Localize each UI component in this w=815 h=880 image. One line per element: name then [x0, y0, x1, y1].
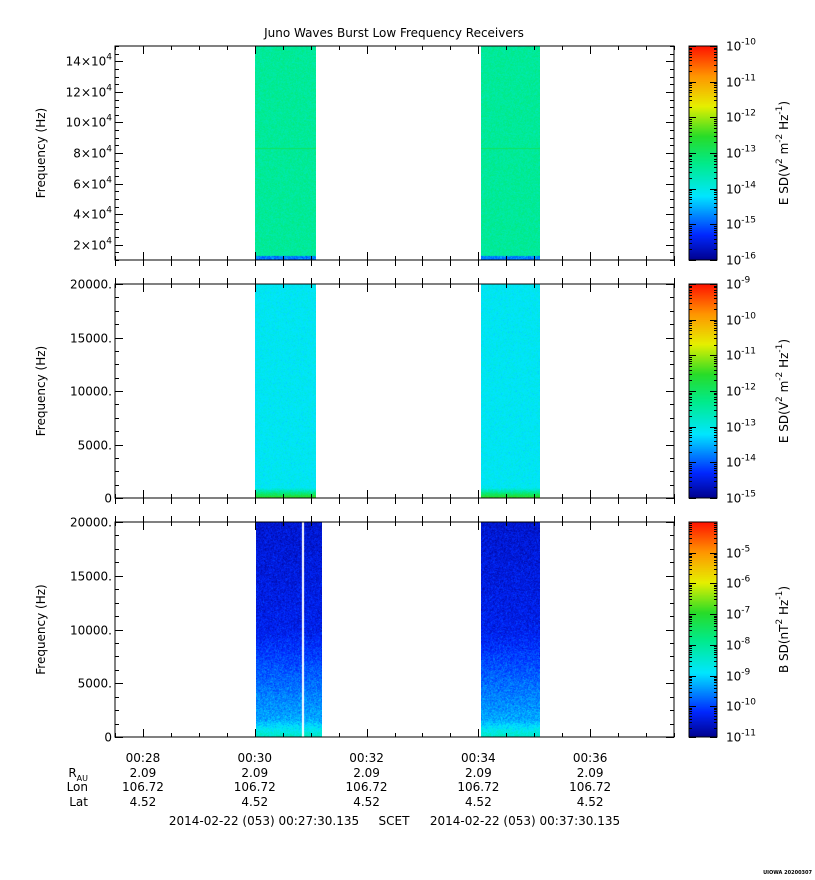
colorbar-tick-label: 10-13	[726, 145, 756, 161]
colorbar-label: B SD(nT2 Hz-1)	[775, 586, 791, 673]
ephemeris-r-value: 2.09	[130, 766, 157, 780]
data-block-2	[481, 284, 540, 498]
plot-area	[115, 522, 674, 737]
time-range-center: SCET	[379, 814, 411, 828]
data-block-1	[255, 284, 316, 498]
time-axis: 00:282.09106.724.5200:302.09106.724.5200…	[67, 751, 612, 809]
ephemeris-r-label: RAU	[68, 766, 88, 783]
colorbar-tick-label: 10-12	[726, 109, 756, 125]
panel-2: 0 5000. 10000. 15000. 20000. Frequency (Hz) 10…	[34, 276, 791, 506]
y-tick-label: 14×104	[66, 53, 113, 69]
colorbar-tick-label: 10-9	[726, 668, 751, 684]
y-tick-label: 15000.	[70, 332, 112, 346]
y-tick-label: 20000.	[70, 516, 112, 530]
y-tick-label: 0	[104, 492, 112, 506]
y-tick-label: 15000.	[70, 570, 112, 584]
colorbar-tick-label: 10-10	[726, 698, 756, 714]
y-tick-label: 5000.	[78, 677, 112, 691]
ephemeris-lat-value: 4.52	[130, 795, 157, 809]
y-axis-label: Frequency (Hz)	[34, 108, 48, 199]
plot-area	[115, 284, 674, 498]
ephemeris-lat-value: 4.52	[465, 795, 492, 809]
colorbar-tick-label: 10-16	[726, 252, 756, 268]
time-range-end: 2014-02-22 (053) 00:37:30.135	[430, 814, 620, 828]
colorbar-tick-label: 10-13	[726, 419, 756, 435]
data-block-2	[481, 522, 540, 737]
y-tick-label: 10000.	[70, 385, 112, 399]
data-block-1	[256, 522, 322, 737]
colorbar-frame	[688, 521, 718, 738]
colorbar-tick-label: 10-14	[726, 181, 756, 197]
ephemeris-lon-value: 106.72	[569, 780, 611, 794]
ephemeris-lat-value: 4.52	[353, 795, 380, 809]
x-tick-label: 00:28	[126, 751, 161, 765]
version-stamp: UIOWA 20200307	[763, 870, 812, 876]
colorbar-tick-label: 10-8	[726, 637, 751, 653]
y-tick-label: 12×104	[66, 84, 113, 100]
data-block-2	[481, 46, 540, 260]
colorbar-tick-label: 10-10	[726, 312, 756, 328]
colorbar-label: E SD(V2 m-2 Hz-1)	[775, 339, 791, 443]
y-tick-label: 6×104	[73, 176, 112, 192]
colorbar-tick-label: 10-11	[726, 729, 756, 745]
colorbar-tick-label: 10-11	[726, 347, 756, 363]
colorbar-tick-label: 10-15	[726, 490, 756, 506]
ephemeris-lon-label: Lon	[67, 780, 88, 794]
y-tick-label: 2×104	[73, 237, 112, 253]
colorbar-tick-label: 10-5	[726, 545, 750, 561]
y-tick-label: 5000.	[78, 439, 112, 453]
panel-3: 0 5000. 10000. 15000. 20000. Frequency (Hz) 10…	[34, 516, 791, 745]
colorbar-tick-label: 10-9	[726, 276, 751, 292]
x-tick-label: 00:32	[349, 751, 384, 765]
plot-area	[115, 46, 674, 260]
y-axis-label: Frequency (Hz)	[34, 346, 48, 437]
y-tick-label: 10000.	[70, 624, 112, 638]
colorbar-tick-label: 10-15	[726, 216, 756, 232]
ephemeris-r-value: 2.09	[465, 766, 492, 780]
ephemeris-lon-value: 106.72	[122, 780, 164, 794]
y-axis-label: Frequency (Hz)	[34, 584, 48, 675]
y-tick-label: 20000.	[70, 278, 112, 292]
colorbar	[689, 522, 717, 737]
plot-frame	[114, 521, 675, 738]
ephemeris-r-value: 2.09	[353, 766, 380, 780]
data-block-1	[255, 46, 316, 260]
ephemeris-r-value: 2.09	[241, 766, 268, 780]
x-tick-label: 00:36	[573, 751, 608, 765]
ephemeris-r-value: 2.09	[577, 766, 604, 780]
ephemeris-lat-value: 4.52	[577, 795, 604, 809]
chart-title: Juno Waves Burst Low Frequency Receivers	[263, 26, 524, 40]
ephemeris-lat-value: 4.52	[241, 795, 268, 809]
time-range-start: 2014-02-22 (053) 00:27:30.135	[169, 814, 359, 828]
colorbar-label: E SD(V2 m-2 Hz-1)	[775, 101, 791, 205]
x-tick-label: 00:34	[461, 751, 496, 765]
colorbar-tick-label: 10-7	[726, 606, 750, 622]
panel-1: 2×104 4×104 6×104 8×104 10×104 12×104 14×104 Fr…	[34, 38, 791, 268]
x-tick-label: 00:30	[237, 751, 272, 765]
ephemeris-lat-label: Lat	[69, 795, 88, 809]
colorbar-tick-label: 10-14	[726, 454, 756, 470]
ephemeris-lon-value: 106.72	[234, 780, 276, 794]
colorbar-tick-label: 10-12	[726, 383, 756, 399]
ephemeris-lon-value: 106.72	[346, 780, 388, 794]
colorbar-tick-label: 10-11	[726, 74, 756, 90]
panels: 2×104 4×104 6×104 8×104 10×104 12×104 14×104 Fr…	[34, 38, 791, 745]
y-tick-label: 8×104	[73, 145, 112, 161]
colorbar-tick-label: 10-10	[726, 38, 756, 54]
y-tick-label: 4×104	[73, 206, 112, 222]
ephemeris-lon-value: 106.72	[457, 780, 499, 794]
y-tick-label: 10×104	[66, 114, 113, 130]
colorbar-tick-label: 10-6	[726, 575, 751, 591]
y-tick-label: 0	[104, 731, 112, 745]
